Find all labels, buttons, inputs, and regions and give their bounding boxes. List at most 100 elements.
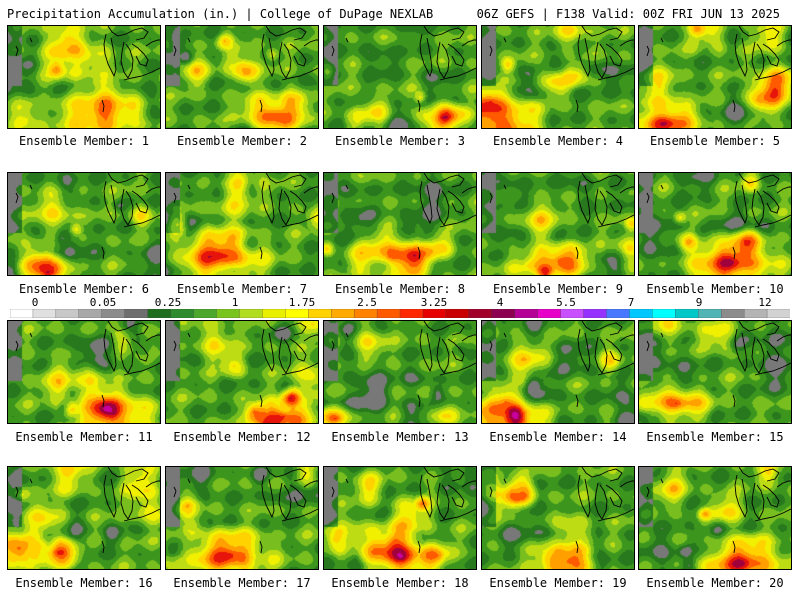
ensemble-map-panel <box>323 25 477 129</box>
ensemble-map-panel <box>323 320 477 424</box>
colorbar-swatch <box>101 309 126 318</box>
colorbar-swatch <box>468 309 493 318</box>
colorbar-swatch <box>491 309 516 318</box>
great-lakes-outline <box>489 467 634 554</box>
colorbar-tick-label: 1.75 <box>288 296 316 309</box>
great-lakes-outline <box>173 467 318 554</box>
colorbar-swatch <box>698 309 722 318</box>
colorbar-swatch <box>331 309 355 318</box>
ensemble-map-panel <box>7 172 161 276</box>
ensemble-member-label: Ensemble Member: 18 <box>331 576 469 590</box>
great-lakes-outline <box>331 173 476 260</box>
precip-field-image <box>8 321 160 423</box>
colorbar-swatch <box>652 309 676 318</box>
colorbar-swatch <box>308 309 332 318</box>
colorbar-tick-label: 2.5 <box>357 296 377 309</box>
colorbar-swatch <box>10 309 34 318</box>
ensemble-map-panel <box>638 320 792 424</box>
colorbar-swatch <box>147 309 172 318</box>
precip-field-image <box>8 467 160 569</box>
ensemble-member-label: Ensemble Member: 3 <box>334 134 466 148</box>
ensemble-map-panel <box>7 320 161 424</box>
ensemble-member-label: Ensemble Member: 5 <box>649 134 781 148</box>
colorbar-tick-label: 0 <box>31 296 39 309</box>
ensemble-map-panel <box>481 320 635 424</box>
great-lakes-outline <box>15 467 160 554</box>
ensemble-map-panel <box>638 466 792 570</box>
header: Precipitation Accumulation (in.) | Colle… <box>0 0 800 26</box>
colorbar-swatch <box>675 309 699 318</box>
colorbar-tick-label: 4 <box>496 296 504 309</box>
colorbar-swatch <box>606 309 630 318</box>
ensemble-map-panel <box>165 466 319 570</box>
colorbar-labels: 0 0.05 0.25 1 1.75 2.5 3.25 4 5.5 7 9 12 <box>10 296 790 309</box>
colorbar-swatch <box>239 309 263 318</box>
ensemble-map-panel <box>165 172 319 276</box>
colorbar-swatch <box>285 309 309 318</box>
colorbar-swatch <box>537 309 562 318</box>
colorbar-swatch <box>514 309 539 318</box>
ensemble-map-panel <box>323 172 477 276</box>
great-lakes-outline <box>489 321 634 408</box>
precip-field-image <box>166 26 318 128</box>
colorbar-swatch <box>583 309 607 318</box>
ensemble-member-label: Ensemble Member: 16 <box>15 576 153 590</box>
ensemble-map-panel <box>481 466 635 570</box>
precip-field-image <box>8 26 160 128</box>
precip-field-image <box>324 467 476 569</box>
precip-field-image <box>482 173 634 275</box>
precip-field-image <box>639 173 791 275</box>
precip-field-image <box>324 321 476 423</box>
ensemble-member-label: Ensemble Member: 6 <box>18 282 150 296</box>
ensemble-member-label: Ensemble Member: 1 <box>18 134 150 148</box>
ensemble-member-label: Ensemble Member: 13 <box>331 430 469 444</box>
ensemble-map-panel <box>165 320 319 424</box>
great-lakes-outline <box>331 467 476 554</box>
colorbar-swatch <box>32 309 57 318</box>
precip-field-image <box>166 173 318 275</box>
colorbar-swatch <box>193 309 217 318</box>
colorbar-swatch <box>353 309 378 318</box>
colorbar-swatch <box>721 309 745 318</box>
colorbar-swatch <box>55 309 80 318</box>
great-lakes-outline <box>173 321 318 408</box>
colorbar-swatch <box>743 309 768 318</box>
ensemble-map-panel <box>165 25 319 129</box>
colorbar-swatch <box>422 309 447 318</box>
precip-field-image <box>166 321 318 423</box>
colorbar-swatch <box>399 309 424 318</box>
map-title: Precipitation Accumulation (in.) | Colle… <box>7 7 434 21</box>
colorbar-tick-label: 12 <box>758 296 772 309</box>
colorbar-tick-label: 3.25 <box>420 296 448 309</box>
colorbar-strip <box>10 309 790 318</box>
ensemble-member-label: Ensemble Member: 19 <box>489 576 627 590</box>
colorbar-swatch <box>445 309 470 318</box>
great-lakes-outline <box>646 321 791 408</box>
colorbar-swatch <box>124 309 149 318</box>
great-lakes-outline <box>646 467 791 554</box>
ensemble-map-panel <box>7 25 161 129</box>
great-lakes-outline <box>173 26 318 113</box>
precip-field-image <box>482 467 634 569</box>
precip-field-image <box>639 26 791 128</box>
ensemble-member-label: Ensemble Member: 9 <box>492 282 624 296</box>
ensemble-member-label: Ensemble Member: 20 <box>646 576 784 590</box>
ensemble-map-panel <box>638 172 792 276</box>
precip-field-image <box>324 173 476 275</box>
colorbar-tick-label: 9 <box>695 296 703 309</box>
ensemble-member-label: Ensemble Member: 7 <box>176 282 308 296</box>
colorbar-swatch <box>629 309 653 318</box>
ensemble-member-label: Ensemble Member: 12 <box>173 430 311 444</box>
great-lakes-outline <box>15 173 160 260</box>
ensemble-member-label: Ensemble Member: 2 <box>176 134 308 148</box>
colorbar-swatch <box>78 309 103 318</box>
ensemble-map-panel <box>481 25 635 129</box>
great-lakes-outline <box>173 173 318 260</box>
ensemble-member-label: Ensemble Member: 8 <box>334 282 466 296</box>
colorbar-swatch <box>560 309 584 318</box>
ensemble-member-label: Ensemble Member: 11 <box>15 430 153 444</box>
ensemble-map-panel <box>638 25 792 129</box>
colorbar-tick-label: 0.25 <box>154 296 182 309</box>
colorbar-tick-label: 1 <box>231 296 239 309</box>
great-lakes-outline <box>15 321 160 408</box>
